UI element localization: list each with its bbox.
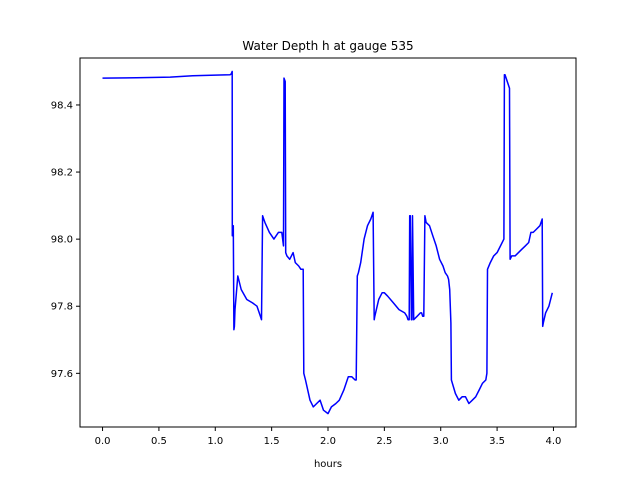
axis-ticks: 0.0 0.5 1.0 1.5 2.0 2.5 3.0 3.5 4.0 97.6 97.8 98.0 9… — [51, 100, 562, 447]
x-tick-label: 1.0 — [207, 436, 223, 447]
plot-area — [80, 58, 576, 427]
series-layer — [102, 70, 554, 415]
x-tick-label: 3.5 — [489, 436, 505, 447]
x-tick-label: 4.0 — [546, 436, 562, 447]
chart-title: Water Depth h at gauge 535 — [242, 39, 413, 53]
y-tick-label: 98.0 — [51, 235, 73, 246]
y-tick-label: 98.4 — [51, 100, 73, 111]
plot-frame — [79, 57, 577, 428]
x-axis-label: hours — [314, 459, 342, 470]
x-tick-label: 2.0 — [320, 436, 336, 447]
x-tick-label: 3.0 — [433, 436, 449, 447]
x-tick-label: 0.5 — [151, 436, 167, 447]
y-tick-label: 98.2 — [51, 168, 73, 179]
series-line-1 — [102, 70, 554, 415]
x-tick-label: 1.5 — [264, 436, 280, 447]
x-tick-label: 2.5 — [376, 436, 392, 447]
y-tick-label: 97.6 — [51, 369, 73, 380]
y-tick-label: 97.8 — [51, 302, 73, 313]
x-tick-label: 0.0 — [95, 436, 111, 447]
